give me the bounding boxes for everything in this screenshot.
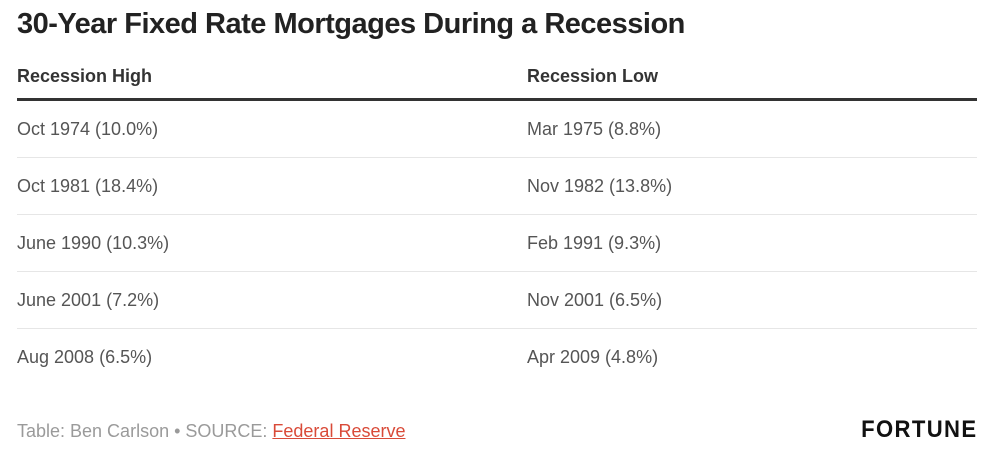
cell-recession-high: June 1990 (10.3%) <box>17 214 527 272</box>
column-header-recession-high: Recession High <box>17 54 527 101</box>
source-credit-text: Table: Ben Carlson • SOURCE: <box>17 421 273 441</box>
source-link-federal-reserve[interactable]: Federal Reserve <box>272 421 406 441</box>
cell-recession-low: Feb 1991 (9.3%) <box>527 214 977 272</box>
table-row: June 1990 (10.3%) Feb 1991 (9.3%) <box>17 214 977 272</box>
table-row: Oct 1981 (18.4%) Nov 1982 (13.8%) <box>17 157 977 215</box>
cell-recession-high: Aug 2008 (6.5%) <box>17 346 153 367</box>
chart-container: 30-Year Fixed Rate Mortgages During a Re… <box>17 0 977 457</box>
cell-recession-low: Mar 1975 (8.8%) <box>527 99 977 158</box>
table-header-row: Recession High Recession Low <box>17 54 977 101</box>
data-table: Recession High Recession Low Oct 1974 (1… <box>17 54 977 385</box>
cell-recession-low: Nov 2001 (6.5%) <box>527 271 977 329</box>
cell-recession-low: Nov 1982 (13.8%) <box>527 157 977 215</box>
fortune-logo: FORTUNE <box>860 416 977 443</box>
column-header-recession-low: Recession Low <box>527 54 977 101</box>
chart-title: 30-Year Fixed Rate Mortgages During a Re… <box>17 8 685 40</box>
cell-recession-high: Oct 1981 (18.4%) <box>17 157 527 215</box>
cell-recession-high: June 2001 (7.2%) <box>17 271 527 329</box>
table-row: June 2001 (7.2%) Nov 2001 (6.5%) <box>17 271 977 329</box>
source-credit: Table: Ben Carlson • SOURCE: Federal Res… <box>17 421 405 442</box>
cell-recession-high: Oct 1974 (10.0%) <box>17 99 527 158</box>
table-row: Aug 2008 (6.5%) Apr 2009 (4.8%) <box>17 329 977 386</box>
cell-recession-low: Apr 2009 (4.8%) <box>527 346 659 367</box>
table-row: Oct 1974 (10.0%) Mar 1975 (8.8%) <box>17 99 977 158</box>
